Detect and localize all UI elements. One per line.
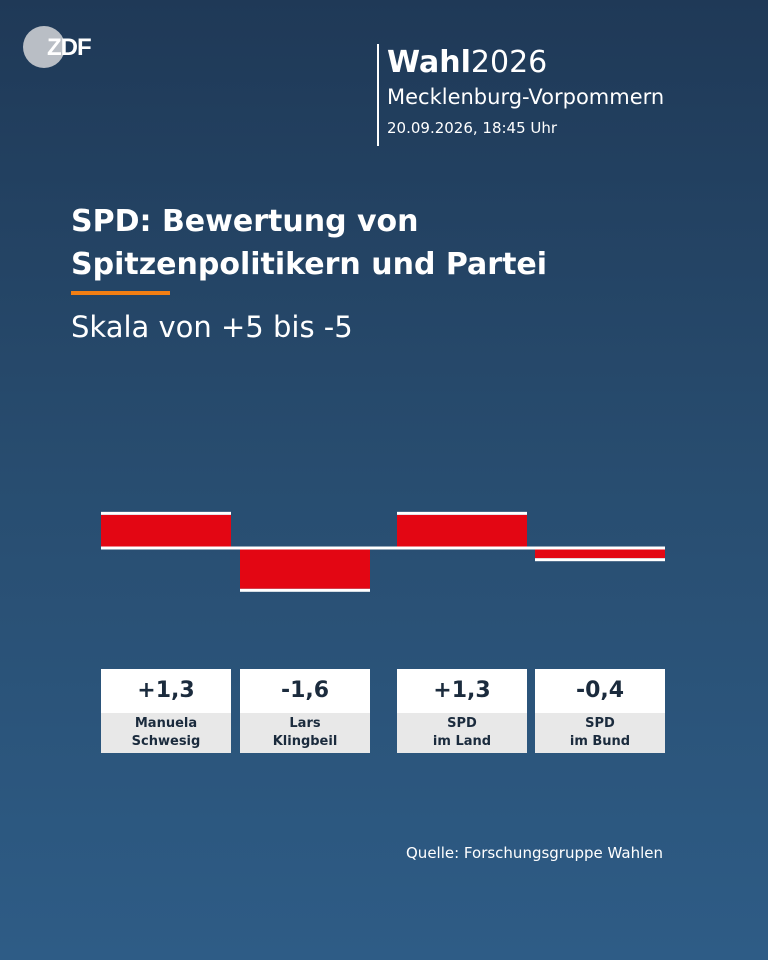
chart-title: SPD: Bewertung von Spitzenpolitikern und…: [71, 200, 691, 286]
category-name-line: Klingbeil: [272, 734, 338, 749]
election-header: Wahl2026 Mecklenburg-Vorpommern 20.09.20…: [377, 44, 664, 146]
title-line-2: Spitzenpolitikern und Partei: [71, 247, 548, 282]
category-label-4: -0,4 SPD im Bund: [535, 669, 665, 753]
category-name-line: Manuela: [134, 716, 198, 731]
value-label: +1,3: [397, 669, 527, 713]
bar-2: [240, 548, 370, 589]
chart-subtitle: Skala von +5 bis -5: [71, 310, 353, 344]
category-name-line: SPD: [447, 716, 477, 731]
title-line-1: SPD: Bewertung von: [71, 204, 419, 239]
brand-word: Wahl: [387, 45, 471, 80]
bar-cap-3: [397, 511, 527, 515]
bar-cap-1: [101, 511, 231, 515]
brand-year: 2026: [470, 45, 548, 80]
category-label-2: -1,6 Lars Klingbeil: [240, 669, 370, 753]
brand-title: Wahl2026: [387, 44, 664, 82]
bar-3: [397, 514, 527, 548]
bar-4: [535, 548, 665, 559]
accent-line: [71, 291, 170, 295]
region: Mecklenburg-Vorpommern: [387, 85, 665, 109]
value-label: -1,6: [240, 669, 370, 713]
category-name: Lars Klingbeil: [240, 713, 370, 753]
source: Quelle: Forschungsgruppe Wahlen: [406, 844, 663, 862]
category-name-line: Schwesig: [131, 734, 201, 749]
value-label: +1,3: [101, 669, 231, 713]
category-name-line: im Bund: [569, 734, 631, 749]
category-name: SPD im Land: [397, 713, 527, 753]
value-label: -0,4: [535, 669, 665, 713]
category-name-line: SPD: [585, 716, 615, 731]
bar-cap-4: [535, 558, 665, 562]
category-name-line: Lars: [289, 716, 321, 731]
category-label-1: +1,3 Manuela Schwesig: [101, 669, 231, 753]
zdf-logo: ZDF: [23, 26, 92, 68]
category-name: Manuela Schwesig: [101, 713, 231, 753]
datetime: 20.09.2026, 18:45 Uhr: [387, 119, 558, 137]
logo-text: ZDF: [47, 34, 91, 61]
category-label-3: +1,3 SPD im Land: [397, 669, 527, 753]
bar-cap-2: [240, 588, 370, 592]
category-name-line: im Land: [432, 734, 492, 749]
bar-1: [101, 514, 231, 548]
category-name: SPD im Bund: [535, 713, 665, 753]
zero-baseline: [101, 546, 665, 550]
